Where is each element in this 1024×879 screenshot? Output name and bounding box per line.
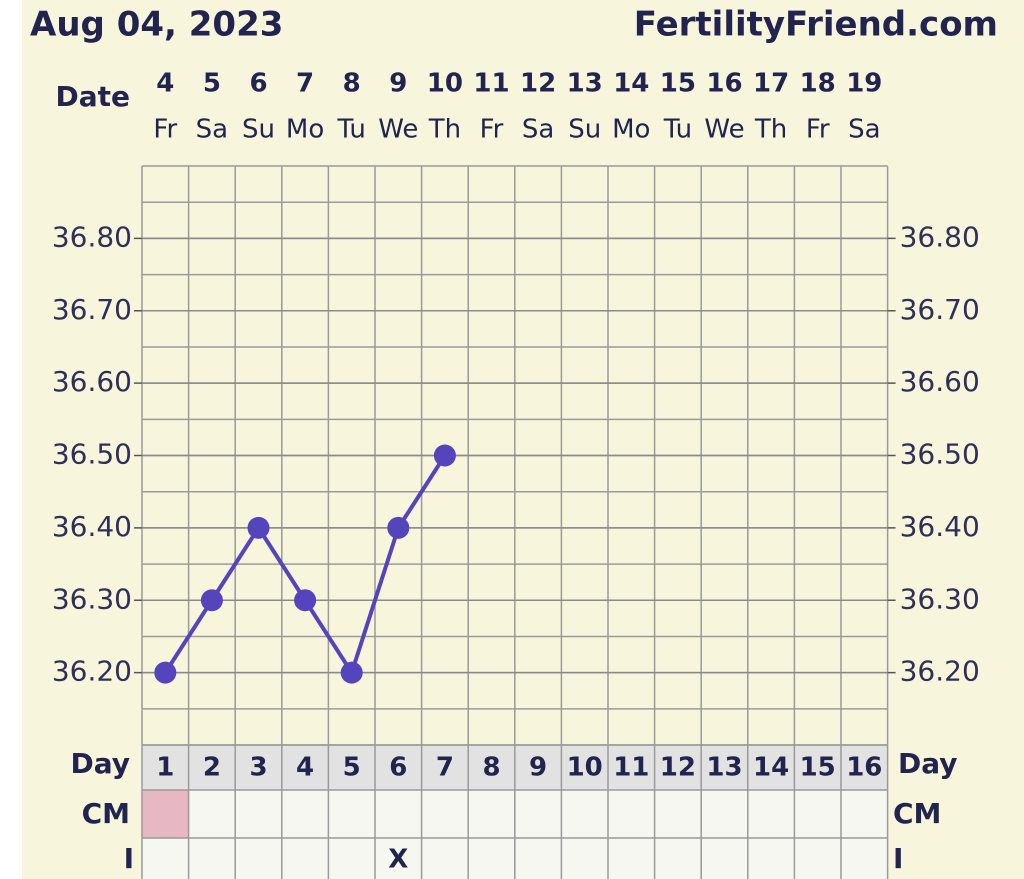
date-number: 18 [800, 69, 836, 99]
date-number: 6 [249, 69, 267, 99]
y-tick-label: 36.60 [900, 365, 980, 398]
weekday: Tu [663, 115, 692, 145]
weekday: Th [754, 115, 787, 145]
date-number: 13 [567, 69, 603, 99]
date-number: 10 [427, 69, 463, 99]
temperature-point [387, 516, 410, 539]
date-number: 11 [473, 69, 509, 99]
weekday: Fr [153, 115, 177, 145]
day-number: 9 [529, 753, 547, 783]
weekday: Sa [196, 115, 228, 145]
weekday: Th [428, 115, 461, 145]
weekday: Tu [336, 115, 365, 145]
weekday: Mo [286, 115, 324, 145]
day-number: 3 [249, 753, 267, 783]
temperature-point [200, 589, 223, 612]
date-number: 15 [660, 69, 696, 99]
weekday: Sa [848, 115, 880, 145]
y-tick-label: 36.50 [52, 438, 132, 471]
day-number: 10 [567, 753, 603, 783]
y-tick-label: 36.80 [900, 220, 980, 253]
y-tick-label: 36.70 [900, 293, 980, 326]
weekday: Fr [806, 115, 830, 145]
day-number: 1 [156, 753, 174, 783]
intercourse-label: I [124, 842, 134, 875]
date-number: 12 [520, 69, 556, 99]
day-number: 15 [800, 753, 836, 783]
intercourse-mark: X [388, 845, 408, 875]
y-tick-label: 36.30 [900, 582, 980, 615]
date-number: 5 [203, 69, 221, 99]
y-tick-label: 36.30 [52, 582, 132, 615]
weekday: Mo [612, 115, 650, 145]
day-number: 4 [296, 753, 314, 783]
temperature-point [340, 661, 363, 684]
weekday: Fr [480, 115, 504, 145]
intercourse-label: I [893, 842, 903, 875]
y-tick-label: 36.20 [900, 655, 980, 688]
day-number: 6 [389, 753, 407, 783]
y-tick-label: 36.70 [52, 293, 132, 326]
day-label: Day [898, 747, 958, 780]
cm-label: CM [82, 797, 130, 830]
date-number: 16 [706, 69, 742, 99]
y-tick-label: 36.20 [52, 655, 132, 688]
date-number: 19 [846, 69, 882, 99]
day-number: 7 [436, 753, 454, 783]
y-tick-label: 36.40 [900, 510, 980, 543]
weekday: Sa [522, 115, 554, 145]
day-number: 12 [660, 753, 696, 783]
y-tick-label: 36.50 [900, 438, 980, 471]
temperature-point [154, 661, 177, 684]
y-tick-label: 36.80 [52, 220, 132, 253]
weekday: We [704, 115, 744, 145]
date-number: 14 [613, 69, 649, 99]
weekday: We [378, 115, 418, 145]
temperature-point [294, 589, 317, 612]
y-tick-label: 36.60 [52, 365, 132, 398]
cm-label: CM [893, 797, 941, 830]
temperature-point [247, 516, 270, 539]
day-number: 14 [753, 753, 789, 783]
day-number: 16 [846, 753, 882, 783]
day-label: Day [70, 747, 130, 780]
day-number: 8 [482, 753, 500, 783]
date-number: 9 [389, 69, 407, 99]
day-number: 5 [343, 753, 361, 783]
chart-title: Aug 04, 2023 [30, 5, 283, 45]
day-number: 11 [613, 753, 649, 783]
date-number: 8 [343, 69, 361, 99]
site-name: FertilityFriend.com [634, 5, 998, 45]
day-number: 13 [706, 753, 742, 783]
temperature-point [433, 444, 456, 467]
weekday: Su [242, 115, 275, 145]
weekday: Su [568, 115, 601, 145]
left-margin [0, 0, 22, 879]
date-label: Date [55, 80, 130, 113]
day-number: 2 [203, 753, 221, 783]
date-number: 4 [156, 69, 174, 99]
y-tick-label: 36.40 [52, 510, 132, 543]
date-number: 17 [753, 69, 789, 99]
cm-cell [142, 790, 189, 838]
date-number: 7 [296, 69, 314, 99]
